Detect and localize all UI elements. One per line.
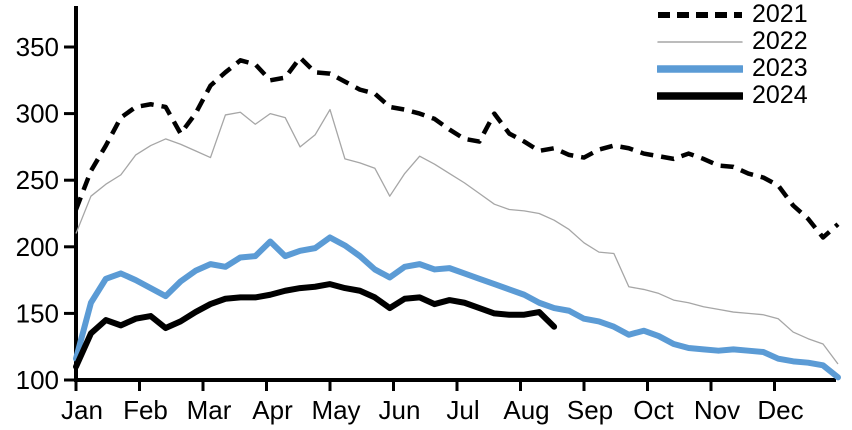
- legend-swatch-2021: [658, 11, 742, 18]
- series-line-2023: [73, 234, 841, 381]
- series-line-2024: [73, 281, 558, 370]
- x-tick-label-Oct: Oct: [633, 395, 674, 425]
- x-tick-label-Aug: Aug: [503, 395, 549, 425]
- x-tick-label-Mar: Mar: [187, 395, 232, 425]
- legend: 2021 2022 2023 2024: [657, 1, 808, 109]
- y-tick-label-300: 300: [16, 99, 59, 129]
- y-tick-label-150: 150: [16, 298, 59, 328]
- y-tick-label-200: 200: [16, 232, 59, 262]
- legend-row-2023: 2023: [657, 55, 808, 82]
- legend-label-2021: 2021: [752, 0, 808, 28]
- series-line-2021: [73, 55, 840, 240]
- x-tick-label-Jun: Jun: [379, 395, 421, 425]
- x-tick-label-Apr: Apr: [252, 395, 293, 425]
- y-tick-label-350: 350: [16, 32, 59, 62]
- x-tick-label-Jan: Jan: [61, 395, 103, 425]
- series-line-2022: [75, 108, 839, 365]
- legend-row-2022: 2022: [657, 28, 808, 55]
- legend-swatch-2022: [657, 40, 743, 43]
- x-tick-label-Sep: Sep: [567, 395, 613, 425]
- legend-label-2023: 2023: [752, 54, 808, 82]
- legend-swatch-2023: [657, 64, 743, 73]
- y-tick-label-250: 250: [16, 165, 59, 195]
- x-tick-label-May: May: [311, 395, 360, 425]
- x-tick-label-Feb: Feb: [123, 395, 168, 425]
- legend-label-2024: 2024: [752, 81, 808, 109]
- legend-label-2022: 2022: [752, 27, 808, 55]
- y-tick-label-100: 100: [16, 365, 59, 395]
- legend-row-2024: 2024: [657, 82, 808, 109]
- x-tick-label-Nov: Nov: [694, 395, 740, 425]
- legend-row-2021: 2021: [657, 1, 808, 28]
- legend-swatch-2024: [657, 91, 743, 100]
- x-tick-label-Dec: Dec: [757, 395, 803, 425]
- x-tick-label-Jul: Jul: [446, 395, 479, 425]
